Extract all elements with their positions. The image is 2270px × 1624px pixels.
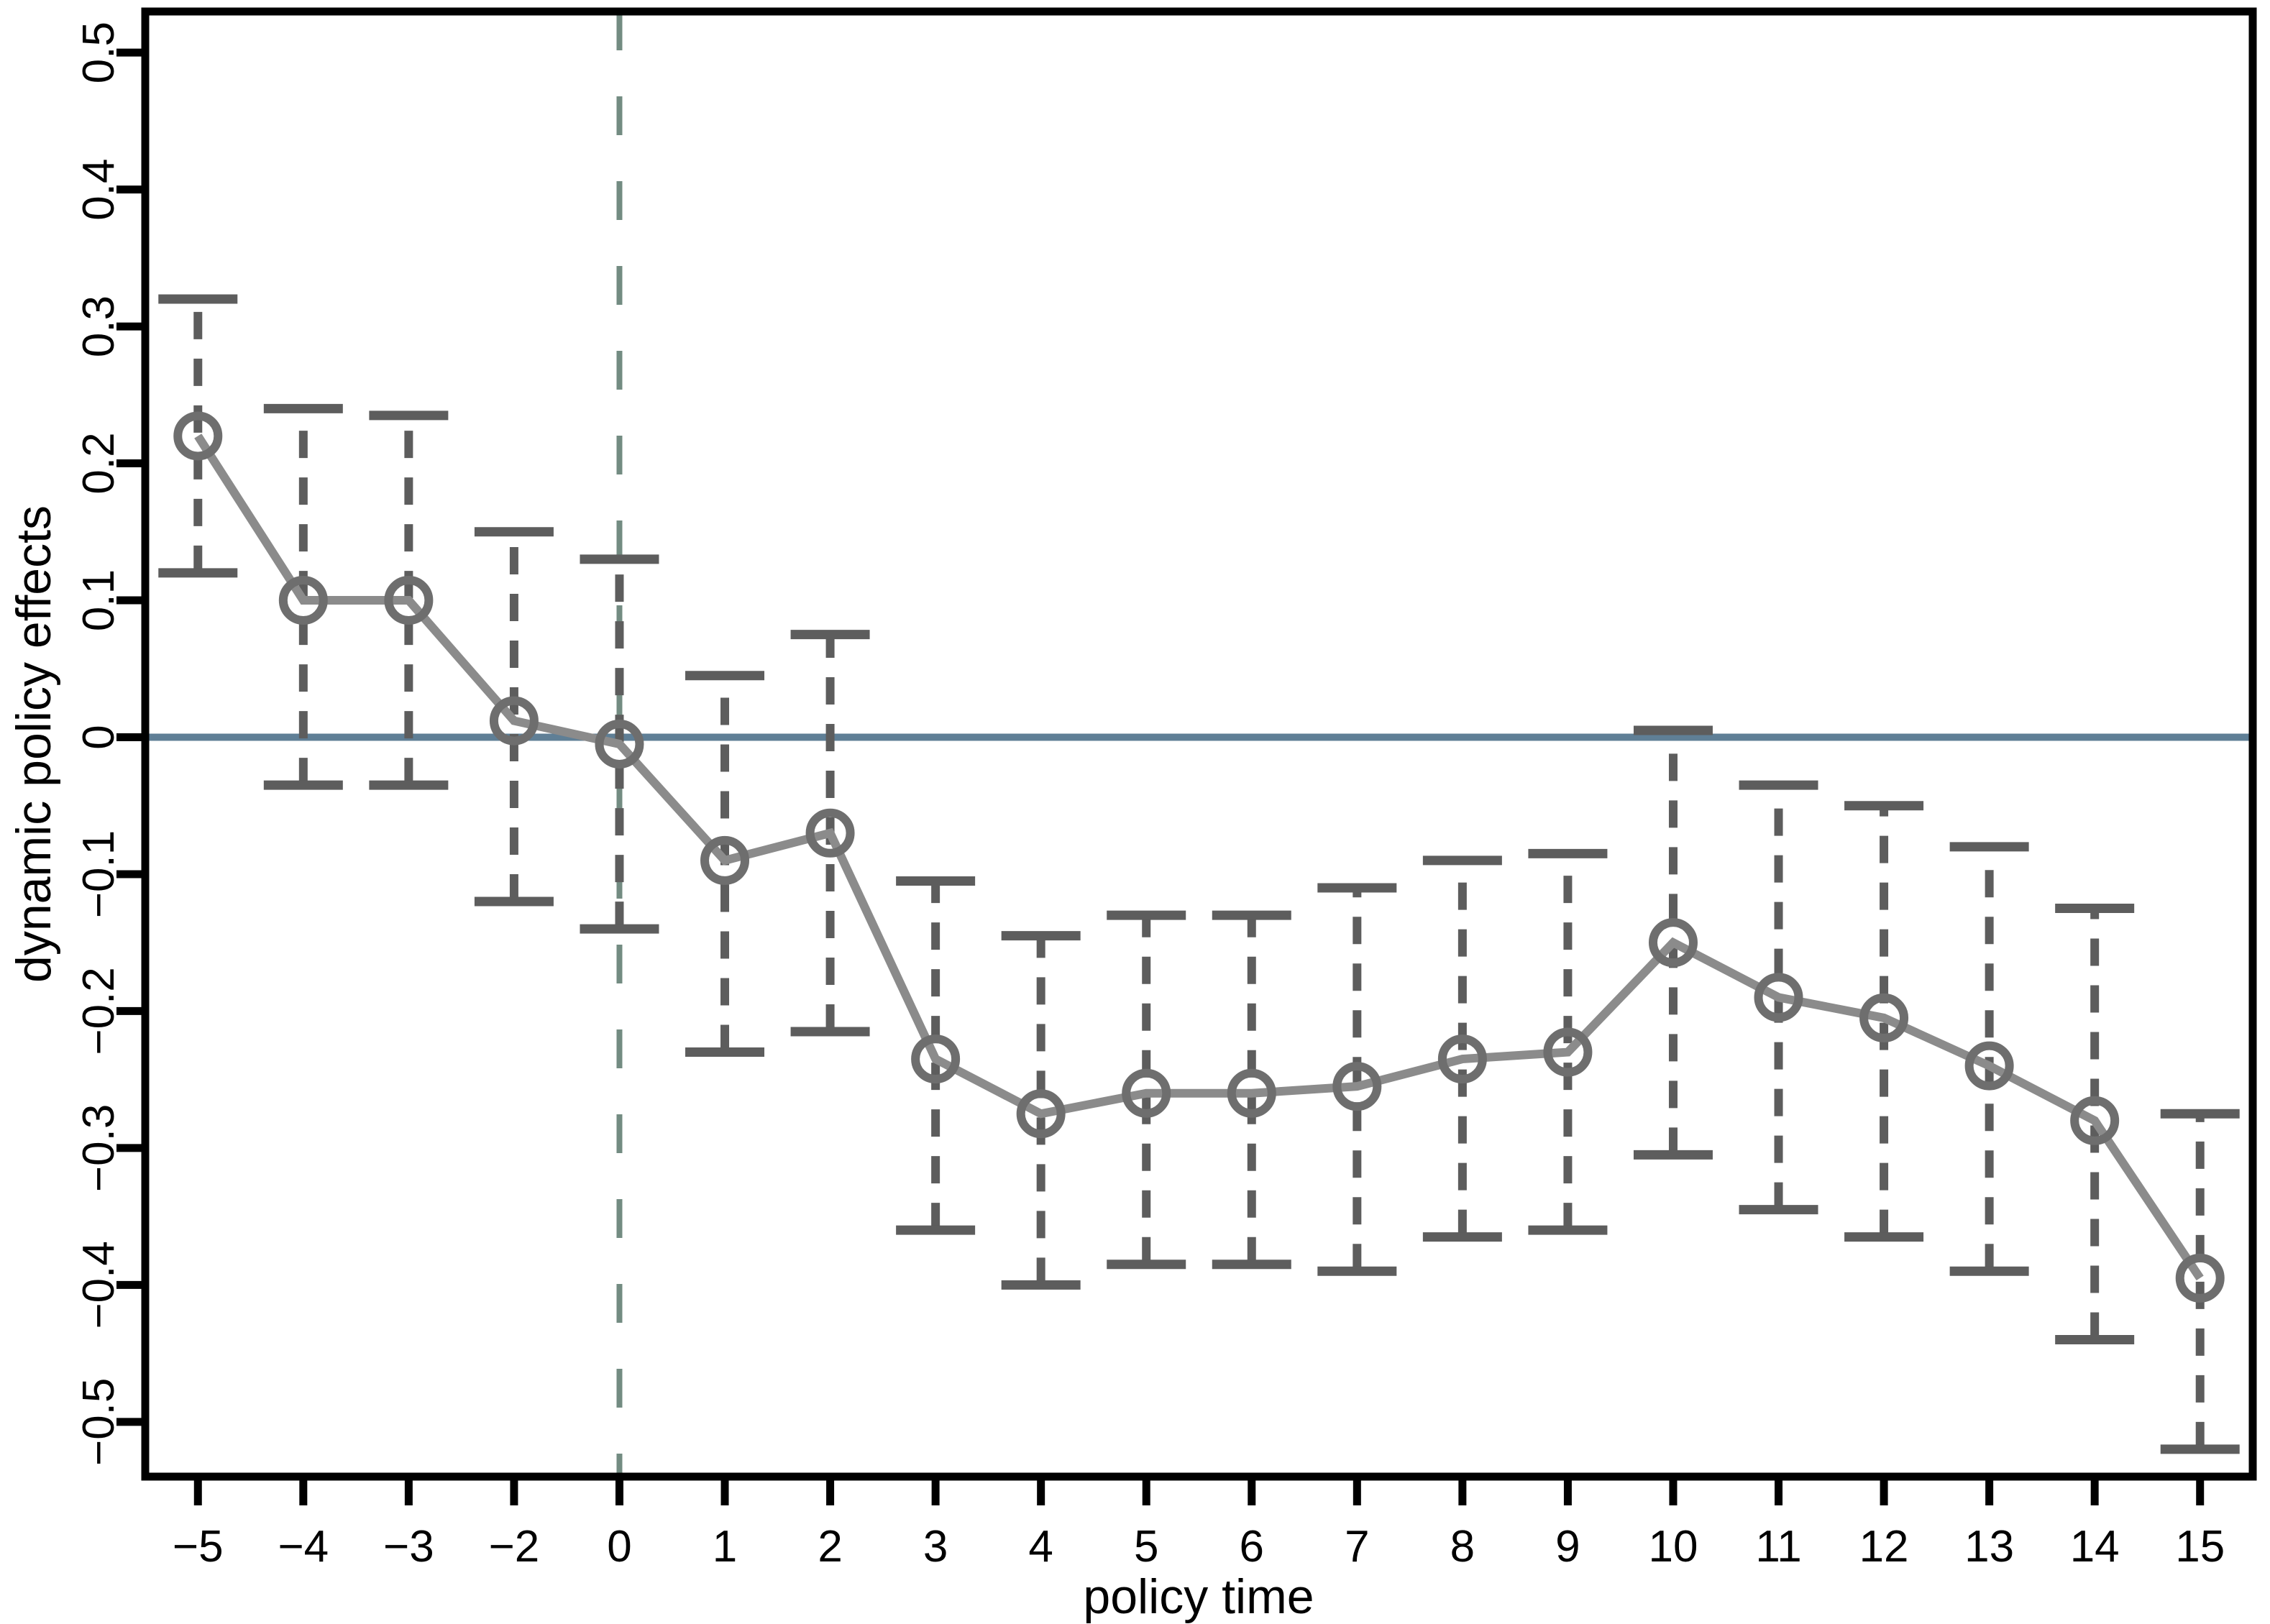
x-tick-label: 15 (2175, 1522, 2225, 1572)
y-tick-label: 0 (74, 725, 124, 749)
y-tick-label: −0.3 (74, 1104, 124, 1192)
y-tick-label: −0.5 (74, 1378, 124, 1466)
data-point-marker (1964, 1041, 2014, 1091)
x-tick-label: 5 (1134, 1522, 1158, 1572)
data-point-marker (2175, 1253, 2225, 1303)
data-point-marker (1016, 1089, 1066, 1139)
data-point-marker (173, 411, 223, 461)
data-point-marker (1754, 973, 1803, 1022)
y-axis-label: dynamic policy effects (6, 505, 61, 983)
data-point-marker (805, 808, 855, 858)
error-bar (1844, 801, 1924, 1242)
data-point-marker (2070, 1096, 2120, 1145)
data-point-marker (1227, 1068, 1276, 1118)
error-bar (474, 527, 554, 907)
data-point-marker (1122, 1068, 1171, 1118)
y-tick-label: 0.2 (74, 432, 124, 494)
data-point-marker (911, 1035, 961, 1084)
x-tick-label: 3 (923, 1522, 948, 1572)
error-bar (369, 410, 449, 790)
x-axis: −5 −4 −3 −2 0 1 2 3 4 5 6 7 8 9 10 11 12 13 14 15 (173, 1477, 2225, 1572)
x-tick-label: −5 (173, 1522, 224, 1572)
x-tick-label: −3 (383, 1522, 434, 1572)
data-point-marker (489, 696, 539, 746)
error-bar (1528, 848, 1608, 1235)
y-axis: 0.5 0.4 0.3 0.2 0.1 0 −0.1 −0.2 −0.3 −0.4 −0.5 (74, 22, 145, 1466)
reference-lines (145, 12, 2253, 1477)
y-tick-label: −0.4 (74, 1241, 124, 1329)
x-tick-label: −2 (489, 1522, 540, 1572)
error-bar (1317, 883, 1397, 1276)
data-point-marker (1332, 1062, 1382, 1111)
data-point-marker (595, 720, 644, 769)
data-points (173, 411, 2225, 1303)
data-point-marker (1437, 1035, 1487, 1084)
error-bar (1107, 910, 1186, 1270)
data-point-marker (1648, 918, 1698, 968)
error-bar (1949, 842, 2029, 1276)
error-bar (896, 876, 976, 1235)
x-tick-label: 7 (1345, 1522, 1369, 1572)
x-tick-label: 11 (1755, 1522, 1801, 1572)
x-tick-label: 8 (1450, 1522, 1475, 1572)
plot-frame (141, 7, 2257, 1481)
error-bar (1212, 910, 1291, 1270)
y-tick-label: 0.5 (74, 22, 124, 83)
data-point-marker (384, 576, 434, 625)
x-tick-label: 1 (713, 1522, 737, 1572)
y-tick-label: −0.2 (74, 967, 124, 1055)
error-bar (1422, 855, 1502, 1242)
error-bar (1001, 931, 1081, 1290)
data-point-marker (278, 576, 328, 625)
x-tick-label: 13 (1964, 1522, 2014, 1572)
x-tick-label: 0 (607, 1522, 631, 1572)
x-tick-label: 4 (1028, 1522, 1053, 1572)
x-tick-label: 2 (818, 1522, 842, 1572)
y-tick-label: −0.1 (74, 830, 124, 918)
x-tick-label: 14 (2070, 1522, 2120, 1572)
x-axis-label: policy time (1083, 1569, 1314, 1624)
data-point-marker (1859, 993, 1909, 1042)
error-bar (2160, 1109, 2240, 1454)
y-tick-label: 0.3 (74, 295, 124, 357)
x-tick-label: −4 (278, 1522, 329, 1572)
x-tick-label: 10 (1648, 1522, 1698, 1572)
error-bar (158, 294, 238, 578)
x-tick-label: 9 (1555, 1522, 1580, 1572)
x-tick-label: 12 (1859, 1522, 1909, 1572)
error-bar (2055, 904, 2135, 1345)
data-point-marker (1543, 1027, 1593, 1077)
y-tick-label: 0.4 (74, 159, 124, 221)
series-line (194, 433, 2204, 1281)
data-point-marker (700, 835, 750, 885)
error-bar (580, 554, 659, 934)
x-tick-label: 6 (1240, 1522, 1264, 1572)
error-bars (158, 294, 2240, 1454)
y-tick-label: 0.1 (74, 569, 124, 631)
